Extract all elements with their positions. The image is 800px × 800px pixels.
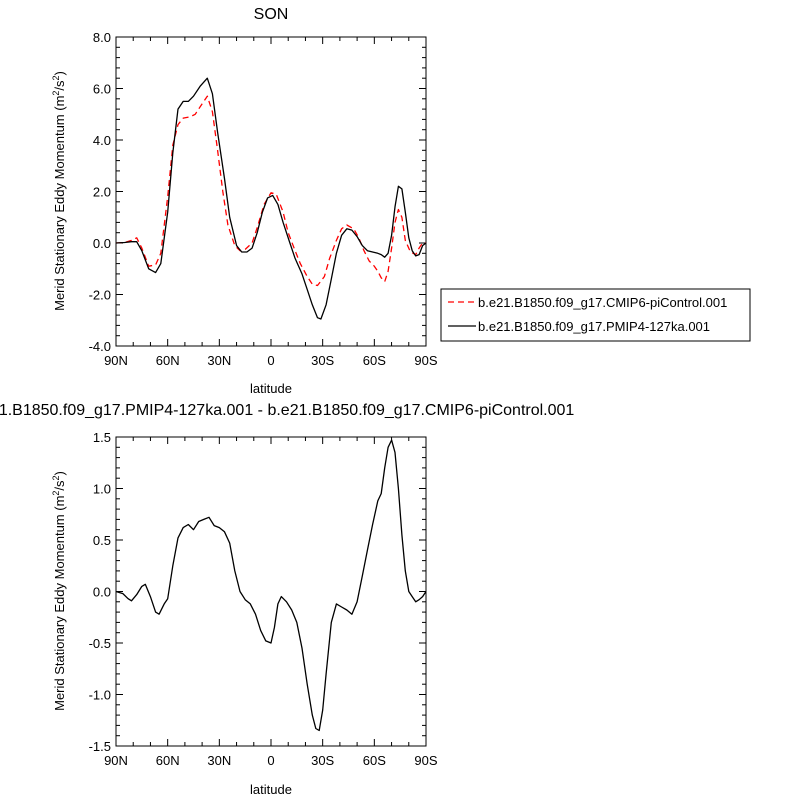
- top-y-tick-label: 2.0: [93, 185, 111, 200]
- top-y-tick-label: 4.0: [93, 133, 111, 148]
- bottom-chart-title: b.e21.B1850.f09_g17.PMIP4-127ka.001 - b.…: [0, 402, 574, 419]
- bottom-plot-frame: [115, 436, 427, 747]
- bottom-series-lines: [115, 439, 427, 732]
- bottom-x-tick-label: 60N: [156, 753, 180, 768]
- bottom-y-axis-label: Merid Stationary Eddy Momentum (m2/s2): [51, 471, 67, 711]
- top-y-tick-label: 0.0: [93, 236, 111, 251]
- bottom-x-tick-label: 0: [267, 753, 274, 768]
- top-x-ticks: 90N 60N 30N 0 30S 60S 90S: [104, 37, 438, 368]
- bottom-x-tick-label: 90S: [414, 753, 437, 768]
- bottom-y-tick-label: 1.5: [93, 430, 111, 445]
- top-x-tick-label: 90S: [414, 353, 437, 368]
- top-plot-frame: [115, 36, 427, 347]
- bottom-y-ticks: 1.5 1.0 0.5 0.0 -0.5 -1.0 -1.5: [89, 430, 426, 754]
- top-chart-title: SON: [254, 6, 289, 23]
- top-y-ticks: 8.0 6.0 4.0 2.0 0.0 -2.0 -4.0: [89, 30, 426, 354]
- bottom-y-tick-label: -1.0: [89, 688, 111, 703]
- top-minor-ticks: [116, 36, 426, 347]
- legend-label-picontrol: b.e21.B1850.f09_g17.CMIP6-piControl.001: [478, 295, 727, 310]
- bottom-minor-ticks: [116, 436, 426, 747]
- top-y-tick-label: 8.0: [93, 30, 111, 45]
- top-x-tick-label: 60N: [156, 353, 180, 368]
- bottom-y-tick-label: -1.5: [89, 739, 111, 754]
- legend: b.e21.B1850.f09_g17.CMIP6-piControl.001 …: [440, 288, 751, 342]
- top-x-axis-label: latitude: [250, 381, 292, 396]
- top-series-line-0: [115, 95, 426, 287]
- top-x-tick-label: 30S: [311, 353, 334, 368]
- top-x-tick-label: 30N: [207, 353, 231, 368]
- legend-box: [440, 288, 751, 342]
- bottom-y-tick-label: 1.0: [93, 482, 111, 497]
- top-y-axis-label: Merid Stationary Eddy Momentum (m2/s2): [51, 71, 67, 311]
- bottom-x-tick-label: 60S: [363, 753, 386, 768]
- bottom-y-tick-label: -0.5: [89, 636, 111, 651]
- bottom-x-tick-label: 90N: [104, 753, 128, 768]
- top-series-line-1: [115, 77, 427, 320]
- legend-label-127ka: b.e21.B1850.f09_g17.PMIP4-127ka.001: [478, 319, 710, 334]
- bottom-x-ticks: 90N 60N 30N 0 30S 60S 90S: [104, 437, 438, 768]
- top-y-tick-label: 6.0: [93, 82, 111, 97]
- top-y-tick-label: -2.0: [89, 288, 111, 303]
- top-x-tick-label: 60S: [363, 353, 386, 368]
- bottom-y-tick-label: 0.0: [93, 585, 111, 600]
- top-x-tick-label: 90N: [104, 353, 128, 368]
- bottom-x-tick-label: 30N: [207, 753, 231, 768]
- top-x-tick-label: 0: [267, 353, 274, 368]
- bottom-series-line-0: [115, 439, 427, 732]
- bottom-panel: b.e21.B1850.f09_g17.PMIP4-127ka.001 - b.…: [0, 402, 574, 797]
- bottom-x-axis-label: latitude: [250, 782, 292, 797]
- top-series-lines: [115, 77, 427, 320]
- top-y-tick-label: -4.0: [89, 339, 111, 354]
- bottom-y-tick-label: 0.5: [93, 533, 111, 548]
- bottom-x-tick-label: 30S: [311, 753, 334, 768]
- top-panel: SON 8.0 6.0 4.0 2.0 0.0 -2.0 -4.0 90N 60N 30N 0 30…: [51, 6, 751, 396]
